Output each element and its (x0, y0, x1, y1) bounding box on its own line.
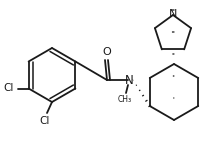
Text: Cl: Cl (4, 83, 14, 93)
Text: Cl: Cl (40, 116, 50, 126)
Text: CH₃: CH₃ (118, 95, 132, 103)
Text: O: O (102, 47, 111, 57)
Text: N: N (169, 9, 177, 19)
Text: N: N (125, 74, 133, 86)
